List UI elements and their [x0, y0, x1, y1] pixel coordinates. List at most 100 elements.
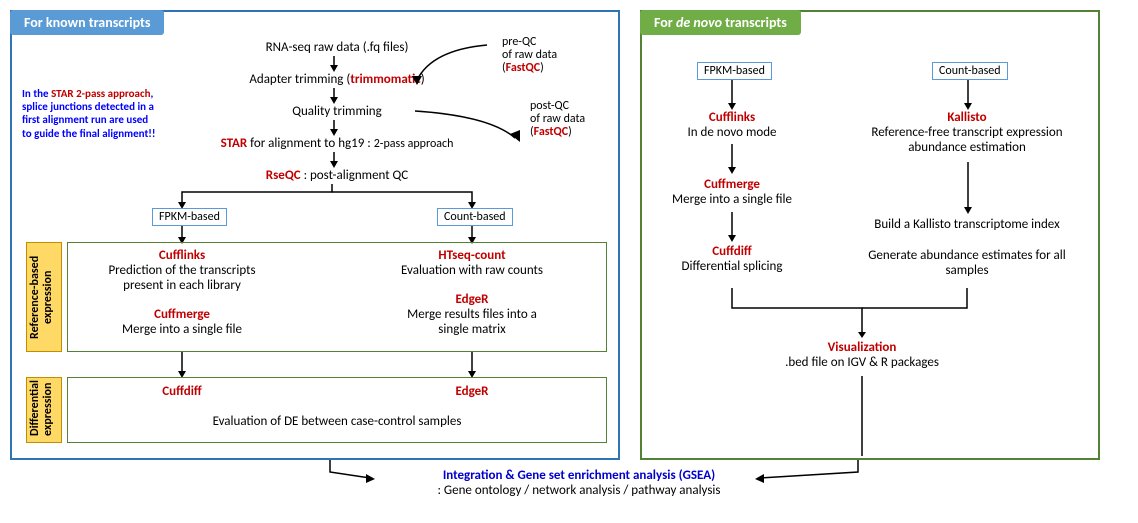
postqc-l1: post-QC — [530, 99, 569, 113]
arrow-icon — [178, 352, 186, 378]
fastqc-tool: FastQC — [534, 125, 569, 139]
htseq-d: Evaluation with raw counts — [401, 263, 543, 278]
count-label-r: Count-based — [939, 64, 1001, 78]
refbased-l1: Reference-based — [28, 255, 42, 338]
edger-block: EdgeR Merge results files into a single … — [372, 292, 572, 337]
bottom-connector-icon — [10, 460, 1120, 500]
fpkm-box-r: FPKM-based — [697, 62, 772, 80]
htseq-block: HTseq-count Evaluation with raw counts — [372, 248, 572, 278]
note-star: STAR 2-pass approach — [51, 87, 150, 100]
de-desc-text: Evaluation of DE between case-control sa… — [213, 414, 462, 429]
r-kallisto: Kallisto — [947, 110, 986, 125]
arrow-icon — [330, 56, 338, 72]
r-k-step1: Build a Kallisto transcriptome index — [874, 217, 1059, 232]
known-transcripts-panel: For known transcripts RNA-seq raw data (… — [10, 10, 620, 460]
r-k-step2: Generate abundance estimates for all sam… — [868, 248, 1066, 278]
fpkm-box: FPKM-based — [152, 208, 227, 226]
cuffdiff-tool: Cuffdiff — [162, 384, 201, 399]
trimmomatic-tool: trimmomatic — [350, 72, 420, 87]
r-cufflinks-d: In de novo mode — [688, 125, 777, 140]
known-title-text: For known transcripts — [24, 14, 150, 31]
r-kallisto-d1: Reference-free transcript expression — [871, 125, 1062, 140]
r-cuffdiff-block: Cuffdiff Differential splicing — [662, 244, 802, 274]
de-desc: Evaluation of DE between case-control sa… — [67, 414, 607, 429]
cuffmerge-d: Merge into a single file — [122, 322, 242, 337]
count-box-r: Count-based — [932, 62, 1008, 80]
denovo-title-ital: de novo — [676, 14, 722, 31]
refbased-label: Reference-basedexpression — [26, 242, 62, 352]
qtrim-text: Quality trimming — [292, 104, 382, 119]
htseq-tool: HTseq-count — [438, 248, 505, 263]
preqc-l1: pre-QC — [502, 35, 536, 49]
rseqc-step: RseQC : post-alignment QC — [192, 168, 482, 183]
arrow-icon — [330, 88, 338, 104]
r-cuffmerge-d: Merge into a single file — [672, 192, 792, 207]
cufflinks-d2: present in each library — [123, 278, 241, 293]
cuffmerge-tool: Cuffmerge — [154, 307, 210, 322]
cufflinks-d1: Prediction of the transcripts — [108, 263, 255, 278]
denovo-title-pre: For — [654, 14, 676, 31]
arrow-icon — [330, 152, 338, 168]
rseqc-post: : post-alignment QC — [301, 168, 409, 183]
edger-tool: EdgeR — [455, 292, 488, 307]
merge-fork-icon — [702, 288, 1022, 338]
arrow-icon — [728, 80, 736, 110]
curve-arrow-icon — [412, 40, 502, 90]
star-mid: for alignment to hg19 : — [247, 136, 373, 151]
r-kallisto-step1: Build a Kallisto transcriptome index — [852, 217, 1082, 232]
de-label: Differentialexpression — [26, 377, 62, 443]
edger-de-block: EdgeR — [372, 384, 572, 399]
postqc-annot: post-QC of raw data (FastQC) — [530, 100, 610, 140]
cufflinks-block: Cufflinks Prediction of the transcripts … — [82, 248, 282, 293]
denovo-transcripts-panel: For de novo transcripts FPKM-based Count… — [640, 10, 1100, 460]
edger-d1: Merge results files into a — [407, 307, 537, 322]
count-box: Count-based — [437, 208, 513, 226]
denovo-panel-title: For de novo transcripts — [640, 10, 801, 35]
fpkm-label: FPKM-based — [159, 210, 220, 224]
arrow-icon — [728, 144, 736, 174]
viz-block: Visualization .bed file on IGV & R packa… — [752, 340, 972, 370]
de-l2: expression — [41, 383, 55, 436]
denovo-title-post: transcripts — [722, 14, 787, 31]
r-cufflinks: Cufflinks — [709, 110, 755, 125]
fastqc-tool: FastQC — [506, 61, 541, 75]
r-kallisto-block: Kallisto Reference-free transcript expre… — [852, 110, 1082, 155]
r-kallisto-step2: Generate abundance estimates for all sam… — [852, 248, 1082, 278]
r-cuffdiff: Cuffdiff — [712, 244, 751, 259]
curve-arrow-icon — [410, 106, 530, 146]
arrow-icon — [468, 352, 476, 378]
known-panel-title: For known transcripts — [10, 10, 164, 35]
star-tool: STAR — [221, 136, 248, 151]
arrow-icon — [964, 162, 972, 214]
trim-pre: Adapter trimming ( — [249, 72, 350, 87]
cufflinks-tool: Cufflinks — [159, 248, 205, 263]
main-container: For known transcripts RNA-seq raw data (… — [10, 10, 1128, 460]
edger-d2: single matrix — [438, 322, 505, 337]
r-cufflinks-block: Cufflinks In de novo mode — [662, 110, 802, 140]
fork-icon — [162, 184, 502, 209]
r-cuffmerge: Cuffmerge — [704, 177, 760, 192]
preqc-annot: pre-QC of raw data (FastQC) — [502, 36, 582, 76]
viz-title: Visualization — [828, 340, 897, 355]
r-kallisto-d2: abundance estimation — [908, 140, 1026, 155]
arrow-icon — [728, 212, 736, 242]
arrow-icon — [330, 120, 338, 136]
note-l1: In the — [22, 87, 51, 100]
cuffmerge-block: Cuffmerge Merge into a single file — [82, 307, 282, 337]
refbased-l2: expression — [41, 270, 55, 323]
raw-data-text: RNA-seq raw data (.fq files) — [266, 40, 409, 55]
r-cuffdiff-d: Differential splicing — [682, 259, 783, 274]
postqc-l2: of raw data — [530, 112, 585, 126]
viz-desc: .bed file on IGV & R packages — [785, 355, 939, 370]
star-note: In the STAR 2-pass approach, splice junc… — [22, 87, 157, 140]
count-label: Count-based — [444, 210, 506, 224]
edger-de-tool: EdgeR — [455, 384, 488, 399]
de-l1: Differential — [28, 380, 42, 436]
preqc-l2: of raw data — [502, 48, 557, 62]
cuffdiff-block: Cuffdiff — [82, 384, 282, 399]
rseqc-tool: RseQC — [266, 168, 301, 183]
arrow-icon — [858, 376, 866, 456]
arrow-icon — [964, 80, 972, 110]
r-cuffmerge-block: Cuffmerge Merge into a single file — [662, 177, 802, 207]
fpkm-label-r: FPKM-based — [704, 64, 765, 78]
